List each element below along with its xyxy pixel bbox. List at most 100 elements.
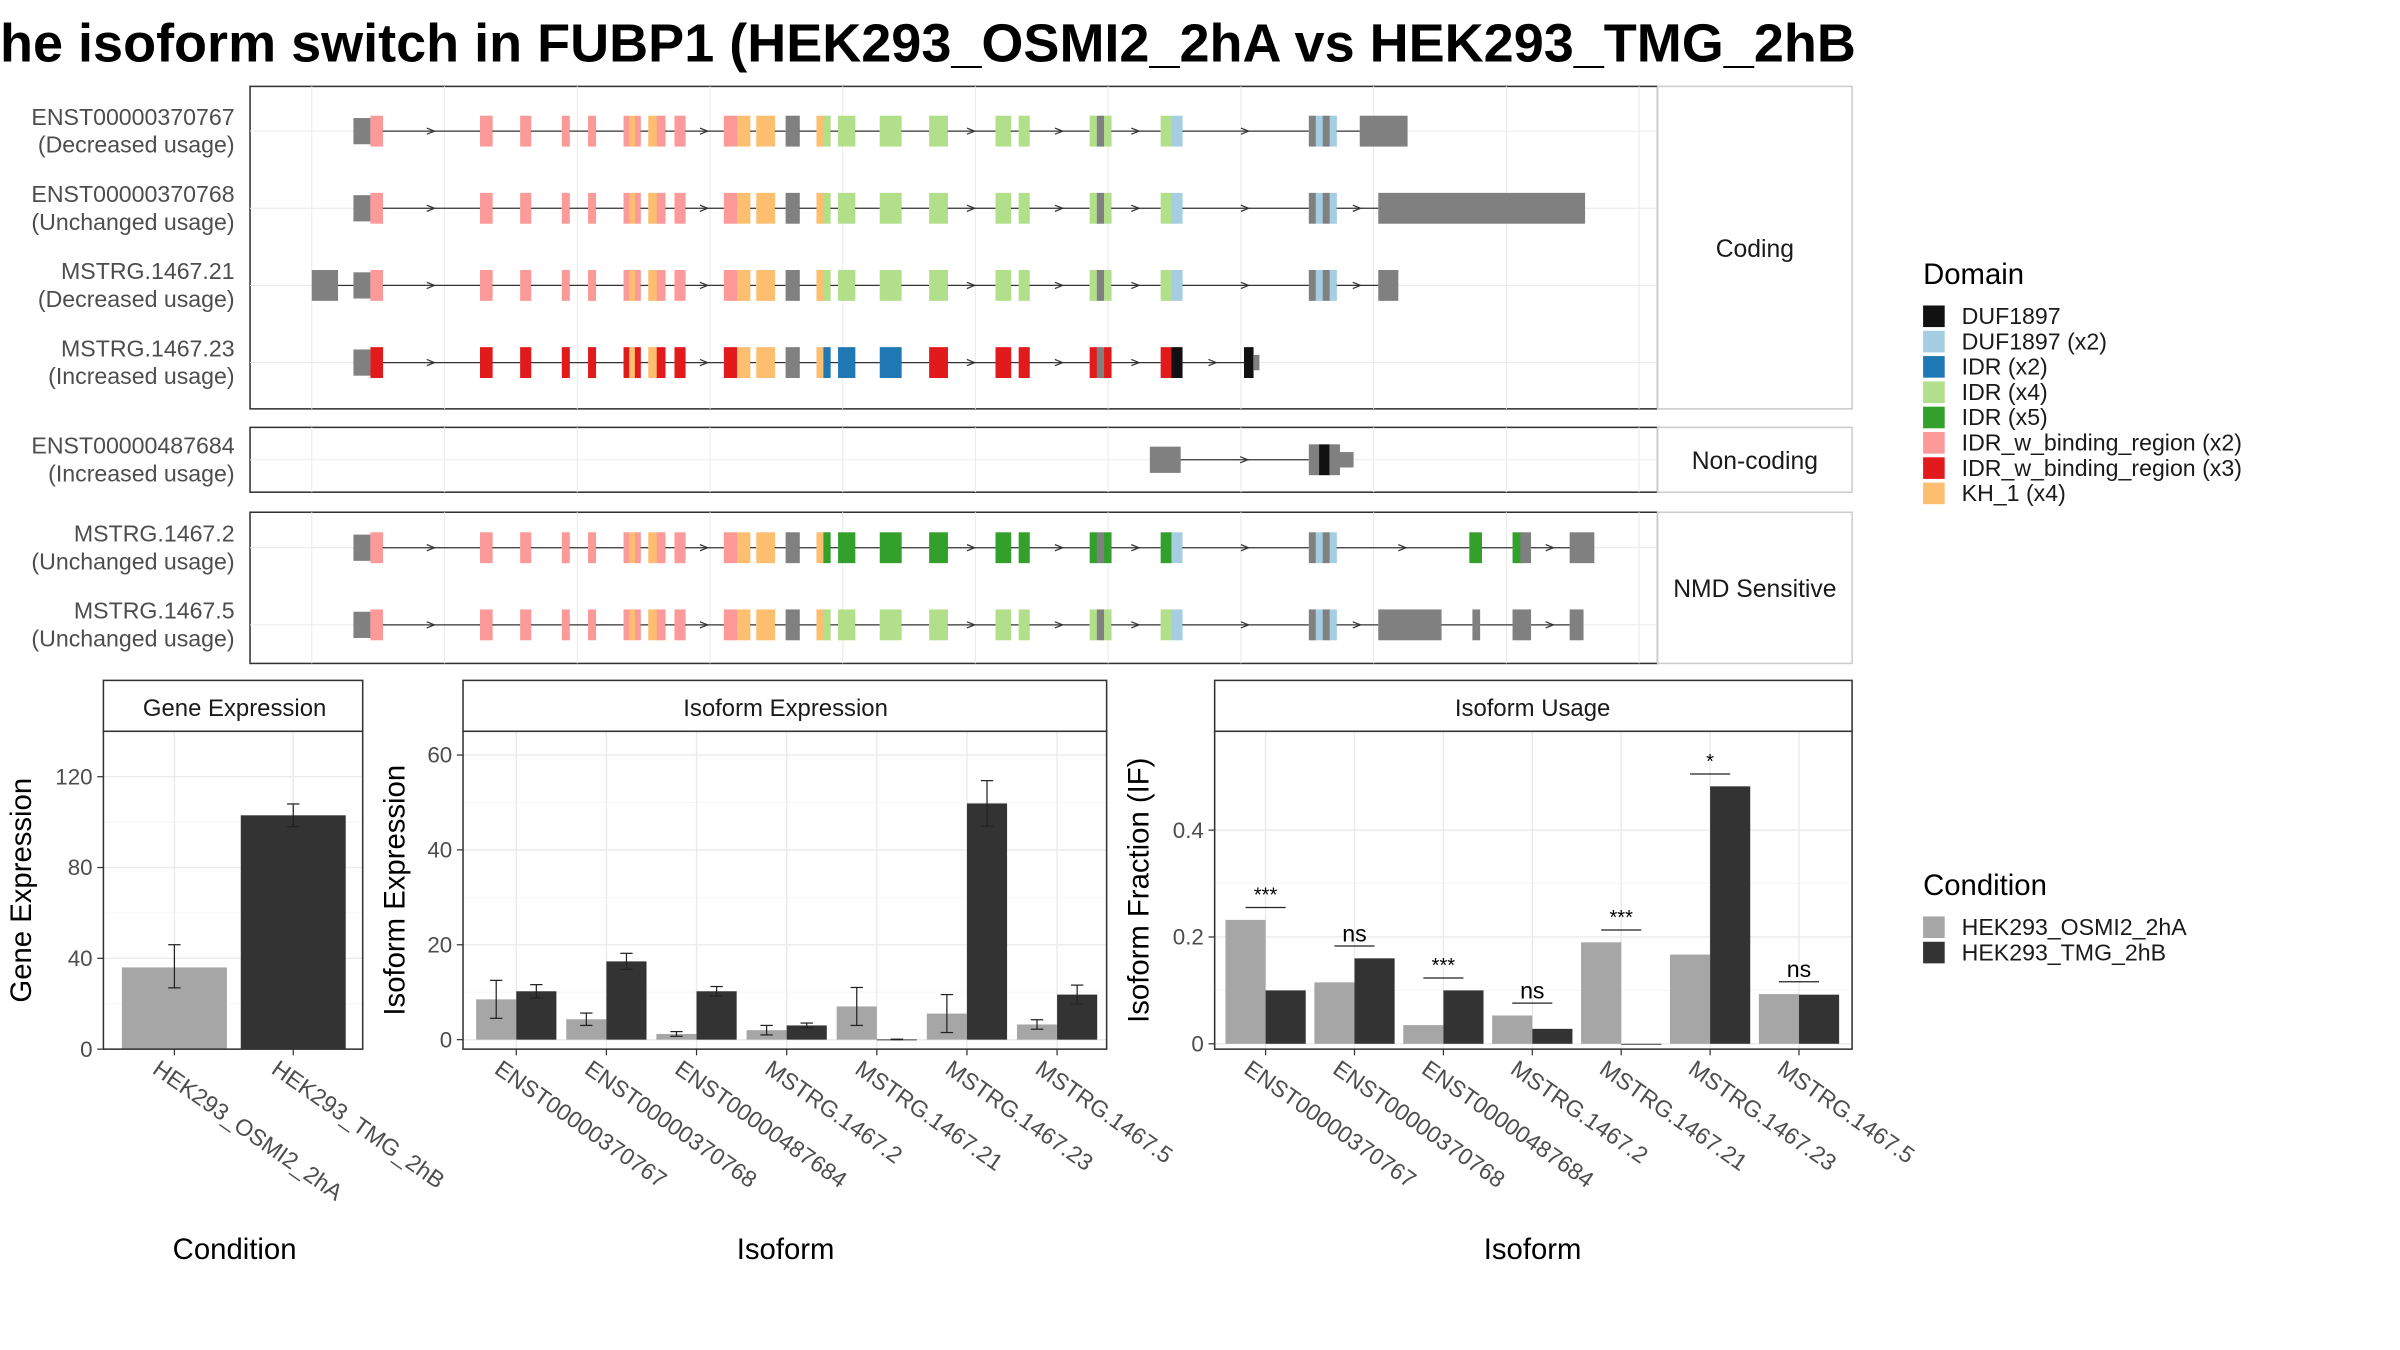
transcript-0-1-arrow-8 <box>699 204 710 212</box>
transcript-0-2-exon-5-0 <box>623 270 630 301</box>
gene-expression-y-label: Gene Expression <box>5 778 38 1003</box>
transcript-2-1-usage: (Unchanged usage) <box>31 625 234 651</box>
domain-legend-key-4 <box>1923 406 1945 429</box>
chart-1-xtick-label-5: MSTRG.1467.23 <box>941 1055 1098 1176</box>
transcript-0-3-exon-11-0 <box>816 347 824 378</box>
transcript-2-1-utr-5 <box>353 611 371 638</box>
transcript-0-0-exon-13-0 <box>879 115 902 147</box>
transcript-0-3-exon-0-0 <box>370 347 384 378</box>
transcript-2-1-arrow-last <box>1240 621 1251 629</box>
transcript-2-1-arrow-17 <box>1054 621 1065 629</box>
transcript-0-1-exon-3-0 <box>561 192 570 224</box>
transcript-2-1-arrow-tail3 <box>1545 621 1556 629</box>
chart-2-bar-1-0 <box>1265 990 1306 1044</box>
transcript-0-3-exon-17-2 <box>1104 347 1112 378</box>
transcript-0-3-exon-5-1 <box>629 347 636 378</box>
transcript-1-0-exon-0-1 <box>1319 444 1330 476</box>
transcript-0-2-exon-last-2 <box>1322 270 1330 301</box>
transcript-0-2-arrow-tail0 <box>1352 281 1363 290</box>
transcript-0-0-exon-18-1 <box>1171 115 1183 147</box>
transcript-0-0-exon-last-1 <box>1315 115 1324 147</box>
structure-strip-2 <box>1656 511 1853 665</box>
transcript-2-0-arrow-last <box>1240 544 1251 552</box>
transcript-0-2-exon-16-0 <box>1018 270 1030 301</box>
transcript-0-3-arrow-8 <box>699 358 710 367</box>
transcript-2-1-exon-6-1 <box>656 609 666 641</box>
transcript-0-1-utr-5 <box>353 195 371 222</box>
transcript-0-1-exon-18-0 <box>1160 192 1172 224</box>
transcript-2-1-exon-9-0 <box>756 609 776 641</box>
transcript-0-1-exon-1-0 <box>480 192 493 224</box>
transcript-0-3-arrow-15 <box>966 358 977 367</box>
chart-2-sig-label-6: ns <box>1787 956 1811 982</box>
domain-legend-title: Domain <box>1923 258 2024 291</box>
transcript-2-1-exon-last-3 <box>1329 609 1337 641</box>
transcript-2-0-exon-6-1 <box>656 532 666 564</box>
transcript-2-1-exon-17-0 <box>1089 609 1098 641</box>
transcript-2-0-exon-11-1 <box>823 532 831 564</box>
transcript-0-3-exon-5-0 <box>623 347 630 378</box>
transcript-0-3-exon-8-0 <box>723 347 738 378</box>
transcript-0-2-exon-3-0 <box>561 270 570 301</box>
condition-legend-key-0 <box>1923 916 1945 939</box>
isoform-expression-strip-title: Isoform Expression <box>683 695 888 722</box>
chart-2-sig-label-3: ns <box>1520 978 1544 1004</box>
chart-2-bar-0-0 <box>1225 919 1266 1044</box>
transcript-0-3-exon-3-0 <box>561 347 570 378</box>
transcript-2-1-exon-11-0 <box>816 609 824 641</box>
chart-2-xtick-label-5: MSTRG.1467.23 <box>1684 1055 1841 1176</box>
chart-2-bar-1-2 <box>1443 990 1484 1044</box>
transcript-0-2: MSTRG.1467.21(Decreased usage) <box>38 258 1399 312</box>
transcript-0-1-exon-2-0 <box>520 192 532 224</box>
transcript-0-0-tail-1 <box>1369 115 1408 147</box>
transcript-2-0-utr-5 <box>353 534 371 561</box>
transcript-0-2-exon-17-1 <box>1096 270 1105 301</box>
transcript-2-0-exon-17-0 <box>1089 532 1098 564</box>
chart-2-bar-0-3 <box>1492 1015 1533 1044</box>
transcript-2-0-exon-17-2 <box>1104 532 1112 564</box>
transcript-2-0-exon-4-0 <box>588 532 597 564</box>
chart-2-bar-0-1 <box>1314 982 1355 1044</box>
transcript-0-1-exon-10-0 <box>785 192 800 224</box>
chart-0-ytick-label-3: 120 <box>55 764 92 789</box>
transcript-0-3-utr-5 <box>353 349 371 376</box>
transcript-0-0-exon-last-0 <box>1308 115 1317 147</box>
transcript-0-3-exon-15-0 <box>995 347 1012 378</box>
transcript-0-2-exon-18-1 <box>1171 270 1183 301</box>
transcript-2-0-exon-2-0 <box>520 532 532 564</box>
transcript-0-0-exon-last-3 <box>1329 115 1337 147</box>
transcript-2-1-exon-last-0 <box>1308 609 1317 641</box>
transcript-0-1-exon-9-0 <box>756 192 776 224</box>
transcript-1-0-id: ENST00000487684 <box>31 433 234 459</box>
chart-2-bar-0-5 <box>1669 954 1711 1044</box>
transcript-2-0-exon-8-0 <box>723 532 738 564</box>
transcript-0-2-utr-first <box>311 270 339 301</box>
chart-0-bar-0-1 <box>240 815 346 1050</box>
transcript-2-0-arrow-17 <box>1054 544 1065 552</box>
chart-1-ytick-label-0: 0 <box>440 1027 452 1052</box>
transcript-0-3-exon-13-0 <box>879 347 902 378</box>
chart-1-bar-1-5 <box>966 803 1008 1040</box>
transcript-0-0-exon-5-1 <box>629 115 636 147</box>
transcript-2-0-exon-5-1 <box>629 532 636 564</box>
chart-0-frame <box>102 730 364 1050</box>
transcript-2-0-exon-18-0 <box>1160 532 1172 564</box>
transcript-0-3-exon-7-0 <box>674 347 686 378</box>
chart-2-bar-0-2 <box>1403 1025 1444 1044</box>
transcript-0-1-exon-16-0 <box>1018 192 1030 224</box>
transcript-2-1-exon-10-0 <box>785 609 800 641</box>
transcript-0-3-exon-6-1 <box>656 347 666 378</box>
transcript-0-0-exon-11-1 <box>823 115 831 147</box>
transcript-2-1-exon-8-1 <box>736 609 751 641</box>
transcript-0-1-usage: (Unchanged usage) <box>31 209 234 235</box>
transcript-2-1-arrow-tail0 <box>1352 621 1363 629</box>
chart-2-strip <box>1213 679 1853 733</box>
transcript-0-0-exon-1-0 <box>480 115 493 147</box>
chart-1-bar-1-3 <box>786 1025 827 1040</box>
transcript-2-0-exon-last-3 <box>1329 532 1337 564</box>
transcript-2-1-exon-5-2 <box>634 609 641 641</box>
transcript-0-0-exon-last-2 <box>1322 115 1330 147</box>
transcript-2-1-exon-14-0 <box>929 609 948 641</box>
transcript-0-2-exon-1-0 <box>480 270 493 301</box>
transcript-2-1-exon-5-0 <box>623 609 630 641</box>
